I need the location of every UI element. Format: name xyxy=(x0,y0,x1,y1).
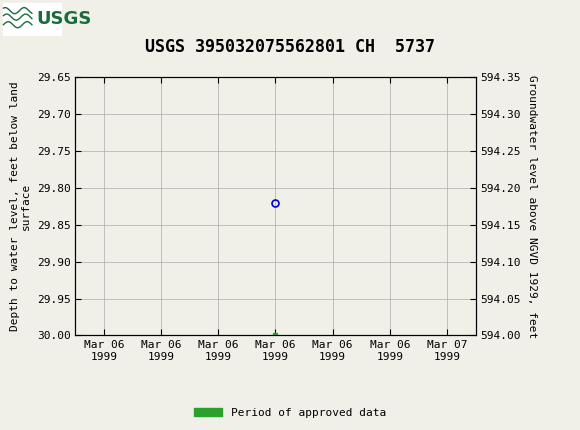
Legend: Period of approved data: Period of approved data xyxy=(190,403,390,422)
Y-axis label: Groundwater level above NGVD 1929, feet: Groundwater level above NGVD 1929, feet xyxy=(527,75,536,338)
FancyBboxPatch shape xyxy=(3,3,61,35)
Text: USGS: USGS xyxy=(36,10,91,28)
Text: USGS 395032075562801 CH  5737: USGS 395032075562801 CH 5737 xyxy=(145,38,435,56)
Y-axis label: Depth to water level, feet below land
surface: Depth to water level, feet below land su… xyxy=(10,82,31,331)
